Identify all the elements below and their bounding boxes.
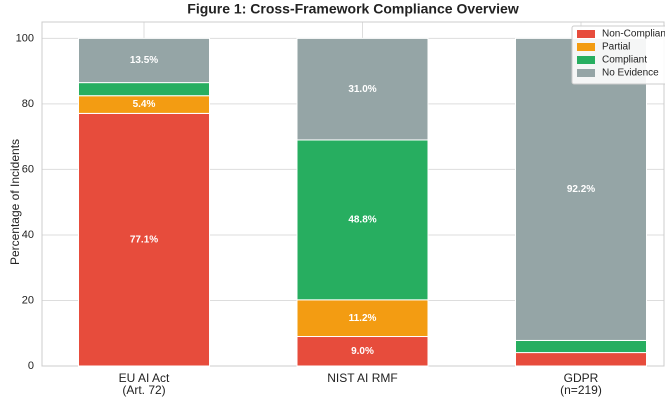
y-tick-label: 80	[22, 98, 34, 110]
bar-segment	[296, 336, 429, 367]
x-tick-label: NIST AI RMF	[327, 371, 398, 385]
legend-label: Compliant	[602, 55, 647, 66]
x-tick-label: EU AI Act (Art. 72)	[118, 371, 170, 397]
bar-segment	[515, 352, 647, 367]
value-label: 77.1%	[130, 234, 158, 245]
value-label: 9.0%	[351, 346, 374, 357]
legend-label: Non-Compliant	[602, 29, 665, 40]
legend-swatch	[577, 30, 595, 38]
bar-segment	[296, 139, 429, 301]
x-tick-label: GDPR (n=219)	[560, 371, 602, 397]
bar-segment	[296, 37, 429, 141]
value-label: 48.8%	[348, 215, 376, 226]
bar-segment	[78, 37, 210, 84]
legend-box	[571, 25, 665, 85]
bar-segment	[515, 37, 647, 341]
y-tick-label: 0	[28, 360, 34, 372]
value-label: 13.5%	[130, 55, 158, 66]
y-tick-label: 60	[22, 163, 34, 175]
value-label: 92.2%	[567, 184, 595, 195]
bar-segment	[515, 339, 647, 354]
legend-swatch	[577, 56, 595, 64]
value-label: 31.0%	[348, 84, 376, 95]
chart-title: Figure 1: Cross-Framework Compliance Ove…	[187, 1, 519, 17]
value-label: 5.4%	[133, 99, 156, 110]
y-tick-label: 40	[22, 229, 34, 241]
bar-segment	[78, 82, 210, 97]
bar-segment	[296, 299, 429, 338]
legend-label: No Evidence	[602, 68, 659, 79]
legend-swatch	[577, 69, 595, 77]
y-axis-label: Percentage of Incidents	[8, 139, 22, 265]
value-label: 11.2%	[349, 313, 377, 324]
legend-swatch	[577, 43, 595, 51]
bar-segment	[78, 112, 210, 367]
legend-label: Partial	[602, 42, 630, 53]
y-tick-label: 20	[22, 294, 34, 306]
y-tick-label: 100	[16, 32, 34, 44]
